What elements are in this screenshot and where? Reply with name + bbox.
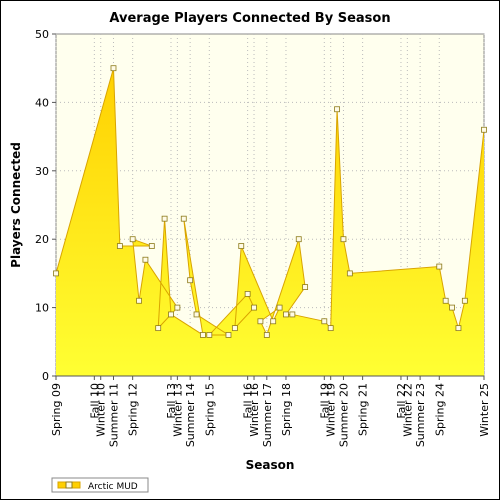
legend: Arctic MUD xyxy=(51,477,149,493)
y-axis: 0 10 20 30 40 50 xyxy=(35,28,56,383)
x-tick-label: Summer 11 xyxy=(107,383,120,447)
x-tick-label: Fall 16 xyxy=(242,383,255,419)
x-tick-label: Summer 17 xyxy=(261,383,274,447)
data-point xyxy=(257,318,264,325)
data-point xyxy=(244,291,251,297)
x-tick-label: Spring 21 xyxy=(357,383,370,436)
y-tick-label: 40 xyxy=(35,96,49,109)
data-point xyxy=(238,243,245,249)
x-tick-label: Winter 10 xyxy=(95,383,108,437)
x-tick-label: Winter 19 xyxy=(325,383,338,437)
x-tick-label: Winter 25 xyxy=(478,383,491,437)
data-point xyxy=(116,243,123,249)
data-point xyxy=(276,304,283,311)
series-area-layer xyxy=(55,68,485,376)
x-tick-label: Spring 12 xyxy=(127,383,140,436)
data-point xyxy=(155,325,162,332)
data-point xyxy=(193,311,200,318)
data-point xyxy=(231,325,238,332)
x-tick-label: Summer 14 xyxy=(184,383,197,447)
data-point xyxy=(148,243,155,249)
x-tick-label: Spring 09 xyxy=(50,383,63,436)
data-point xyxy=(270,318,277,325)
x-tick-label: Winter 22 xyxy=(401,383,414,437)
data-point xyxy=(187,277,194,284)
data-point xyxy=(327,325,334,332)
data-point xyxy=(129,236,136,243)
y-tick-label: 10 xyxy=(35,302,49,315)
data-point xyxy=(174,304,181,311)
x-axis-label: Season xyxy=(246,458,295,472)
data-point xyxy=(449,304,455,311)
series-area-arctic-mud xyxy=(56,68,484,376)
data-point xyxy=(302,284,309,290)
data-point xyxy=(225,332,232,338)
data-point xyxy=(436,263,443,270)
y-tick-label: 20 xyxy=(35,233,49,246)
x-tick-label: Summer 20 xyxy=(337,383,350,447)
data-point xyxy=(442,297,449,304)
legend-label: Arctic MUD xyxy=(88,482,138,492)
data-point xyxy=(53,270,59,277)
x-tick-label: Fall 13 xyxy=(165,383,178,419)
series-line-arctic-mud xyxy=(55,68,485,337)
chart-title: Average Players Connected By Season xyxy=(109,11,390,26)
x-tick-label: Spring 18 xyxy=(280,383,293,436)
data-point xyxy=(455,325,462,332)
data-point xyxy=(340,236,347,243)
x-tick-label: Winter 13 xyxy=(171,383,184,437)
y-axis-label: Players Connected xyxy=(9,142,23,268)
legend-marker-icon xyxy=(65,481,73,489)
data-point xyxy=(346,270,353,277)
data-point xyxy=(251,304,257,311)
data-point xyxy=(289,311,296,318)
data-point xyxy=(334,106,340,113)
data-point xyxy=(206,332,213,338)
data-point xyxy=(283,311,289,318)
x-tick-label: Fall 22 xyxy=(395,383,408,419)
data-point xyxy=(295,236,302,243)
data-point xyxy=(168,311,174,318)
data-point xyxy=(481,126,487,133)
data-point xyxy=(461,297,468,304)
data-point xyxy=(263,332,270,338)
x-tick-label: Winter 16 xyxy=(248,383,261,437)
data-point xyxy=(136,297,142,304)
y-tick-label: 30 xyxy=(35,165,49,178)
x-tick-label: Fall 10 xyxy=(88,383,101,419)
x-tick-label: Summer 23 xyxy=(414,383,427,447)
x-tick-label: Spring 24 xyxy=(433,383,446,436)
y-tick-label: 0 xyxy=(42,370,49,383)
data-point xyxy=(200,332,206,338)
data-point xyxy=(180,215,187,222)
data-point xyxy=(110,65,117,72)
series-markers xyxy=(53,65,487,338)
x-tick-label: Fall 19 xyxy=(318,383,331,419)
x-tick-label: Spring 15 xyxy=(203,383,216,436)
data-point xyxy=(321,318,328,325)
data-point xyxy=(161,215,168,222)
y-tick-label: 50 xyxy=(35,28,49,41)
data-point xyxy=(142,256,149,263)
